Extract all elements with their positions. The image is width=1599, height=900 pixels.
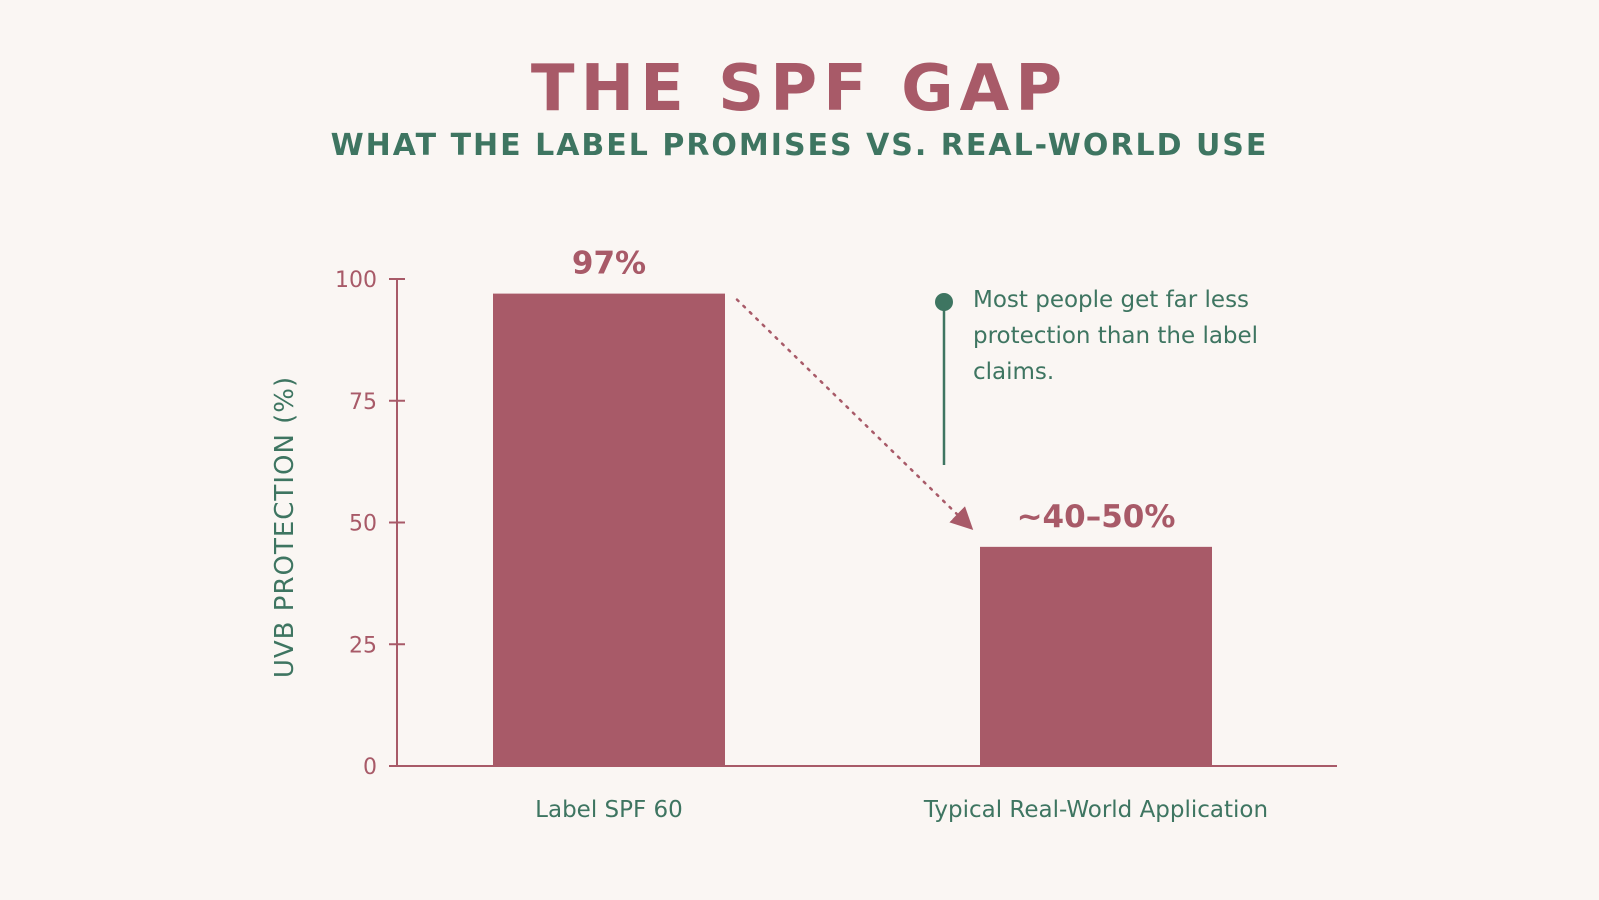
y-tick-label: 25 — [349, 633, 377, 658]
bar — [493, 293, 725, 766]
y-tick-label: 75 — [349, 390, 377, 415]
bar — [980, 546, 1212, 766]
y-tick-label: 100 — [335, 268, 377, 293]
bar-value-label: ~40–50% — [1017, 499, 1176, 535]
chart-subtitle: WHAT THE LABEL PROMISES VS. REAL-WORLD U… — [330, 128, 1269, 163]
y-tick-label: 50 — [349, 512, 377, 537]
x-category-label: Label SPF 60 — [535, 797, 683, 823]
connector-arrow — [735, 298, 974, 530]
chart-title: THE SPF GAP — [530, 52, 1069, 126]
x-category-label: Typical Real-World Application — [923, 797, 1268, 823]
bar-value-label: 97% — [572, 246, 646, 282]
y-tick-label: 0 — [363, 755, 377, 780]
annotation-text: Most people get far less protection than… — [973, 287, 1259, 385]
y-axis-title: UVB PROTECTION (%) — [270, 376, 300, 678]
annotation-dot — [935, 293, 953, 311]
